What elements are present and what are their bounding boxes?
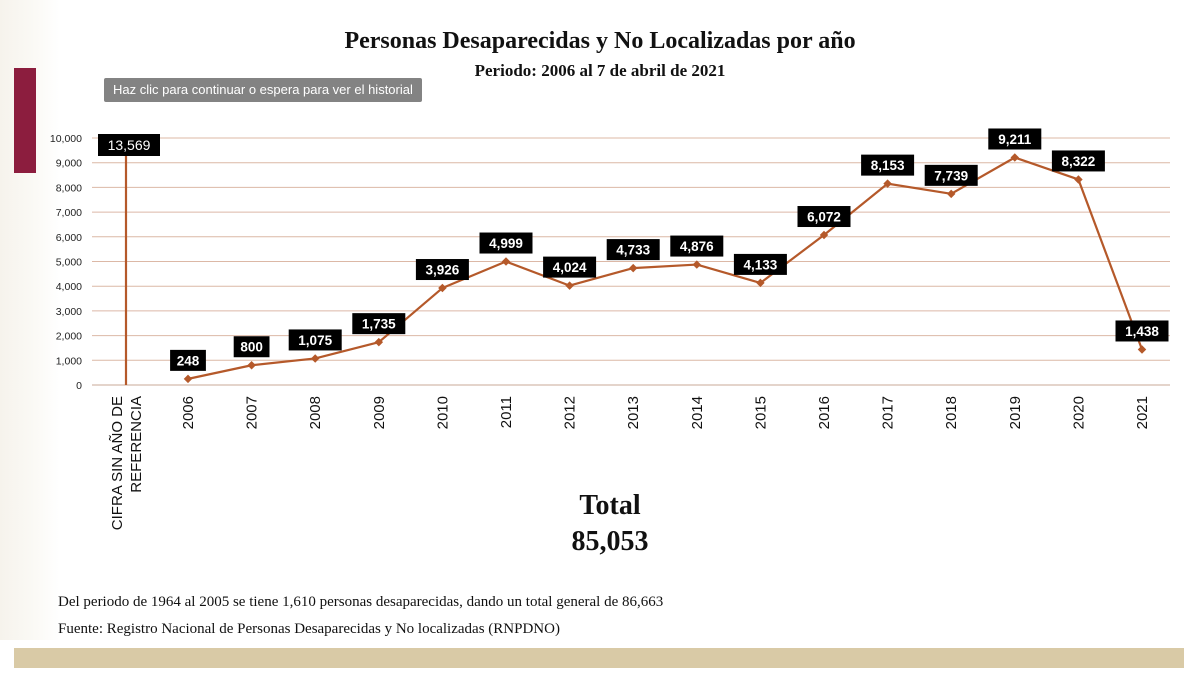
data-point [247, 360, 256, 370]
data-point [1074, 175, 1083, 184]
data-label: 6,072 [807, 210, 841, 225]
x-tick-label: 2010 [434, 396, 451, 429]
x-tick-label: 2008 [307, 396, 324, 429]
y-tick-label: 5,000 [56, 257, 82, 269]
data-label: 8,153 [871, 158, 905, 173]
data-label-box [1051, 150, 1105, 172]
data-label-box [543, 256, 597, 278]
data-point [374, 337, 384, 347]
data-point [183, 374, 193, 384]
x-tick-label: 2020 [1070, 396, 1087, 429]
data-label-box [924, 164, 978, 186]
data-label: 1,735 [362, 317, 396, 332]
data-label-box [988, 128, 1042, 150]
x-tick-label: 2011 [498, 396, 515, 428]
x-tick-label: 2014 [689, 396, 706, 429]
data-label: 248 [177, 353, 200, 368]
footer-band [14, 648, 1184, 668]
data-point [1137, 345, 1147, 354]
total-value: 85,053 [571, 526, 649, 557]
data-point [692, 260, 702, 269]
line-chart: 0 1,000 2,000 3,000 4,000 5,000 6,000 7,000 8,00… [50, 128, 1170, 530]
y-tick-label: 9,000 [56, 158, 82, 170]
data-label: 4,733 [616, 243, 650, 258]
data-point [946, 189, 956, 199]
x-tick-label: 2015 [752, 396, 769, 429]
x-tick-label: 2021 [1134, 396, 1151, 429]
data-label: 9,211 [998, 132, 1032, 147]
y-tick-label: 7,000 [56, 207, 82, 219]
data-label-box [861, 154, 915, 176]
data-label-box [479, 232, 533, 254]
data-label: 8,322 [1062, 154, 1096, 169]
period-note: Del periodo de 1964 al 2005 se tiene 1,6… [58, 594, 664, 610]
y-tick-label: 0 [76, 380, 82, 392]
total-label: Total [579, 490, 641, 521]
reference-category-label: CIFRA SIN AÑO DE [109, 396, 126, 530]
data-point [438, 283, 447, 293]
reference-category-label: REFERENCIA [128, 396, 145, 493]
data-label-box [288, 329, 342, 351]
y-tick-label: 10,000 [50, 133, 82, 145]
data-label: 4,133 [744, 257, 778, 272]
series-line [187, 156, 1144, 380]
data-label: 7,739 [934, 168, 968, 183]
data-label-box [606, 239, 660, 261]
y-tick-label: 1,000 [56, 355, 82, 367]
y-tick-label: 2,000 [56, 331, 82, 343]
x-tick-label: 2018 [943, 396, 960, 429]
data-label-box [233, 336, 270, 358]
data-point [501, 257, 511, 266]
data-label-box [670, 235, 724, 257]
continue-tooltip[interactable]: Haz clic para continuar o espera para ve… [104, 78, 422, 102]
data-point [628, 263, 638, 273]
x-tick-label: 2006 [180, 396, 197, 429]
data-label: 3,926 [426, 263, 460, 278]
x-tick-label: 2013 [625, 396, 642, 429]
x-tick-label: 2017 [880, 396, 897, 429]
y-tick-label: 6,000 [56, 232, 82, 244]
data-label: 4,999 [489, 236, 523, 251]
source-note: Fuente: Registro Nacional de Personas De… [58, 621, 560, 637]
data-label-box [352, 313, 406, 335]
data-point [1010, 153, 1020, 162]
x-tick-label: 2009 [371, 396, 388, 429]
data-label: 1,438 [1125, 324, 1159, 339]
data-label: 800 [240, 340, 263, 355]
x-tick-label: 2012 [562, 396, 579, 429]
y-tick-label: 4,000 [56, 281, 82, 293]
reference-value-label: 13,569 [98, 134, 160, 156]
data-label-box [170, 349, 206, 371]
reference-label-text: 13,569 [108, 137, 151, 153]
data-label-box [733, 253, 787, 275]
x-tick-label: 2019 [1007, 396, 1024, 429]
y-tick-label: 8,000 [56, 182, 82, 194]
x-tick-label: 2016 [816, 396, 833, 429]
data-label: 4,024 [553, 260, 587, 275]
chart-subtitle: Periodo: 2006 al 7 de abril de 2021 [474, 61, 726, 80]
data-label-box [1115, 320, 1169, 342]
data-label-box [415, 259, 469, 281]
data-label-box [797, 206, 851, 228]
reference-label-box [98, 134, 160, 156]
y-tick-label: 3,000 [56, 306, 82, 318]
chart-title: Personas Desaparecidas y No Localizadas … [344, 28, 856, 54]
data-point [565, 281, 574, 290]
data-label: 1,075 [298, 333, 332, 348]
x-tick-label: 2007 [244, 396, 261, 429]
data-label: 4,876 [680, 239, 714, 254]
data-point [756, 278, 765, 288]
data-point [310, 354, 320, 363]
accent-bar [14, 68, 36, 173]
